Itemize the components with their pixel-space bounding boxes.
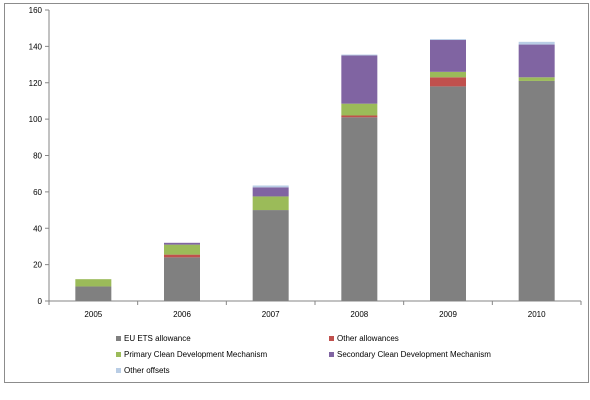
bar-segment-1-2010	[518, 80, 555, 302]
tick-labels: 0 20 40 60 80 100 120 140 160 2005 2006 2007 2008 200…	[29, 6, 546, 319]
bar-segment-3-2007	[252, 196, 289, 211]
x-tick-label: 2008	[350, 310, 368, 319]
axes	[45, 9, 582, 305]
chart-frame	[4, 3, 589, 383]
x-tick-label: 2006	[173, 310, 191, 319]
bar-segment-1-2006	[164, 257, 200, 301]
bar-segment-5-2010	[518, 41, 555, 45]
x-tick-label: 2009	[439, 310, 457, 319]
bar-segment-1-2009	[430, 86, 466, 301]
bar-segment-3-2005	[75, 279, 112, 287]
bar-segment-5-2008	[341, 54, 378, 56]
bar-segment-3-2006	[164, 244, 200, 255]
y-tick-label: 0	[38, 297, 43, 306]
bar-segment-4-2006	[164, 242, 200, 245]
bar-segment-3-2009	[430, 71, 466, 78]
bar-segment-4-2008	[341, 55, 378, 104]
bars	[75, 39, 555, 302]
bar-segment-4-2007	[252, 187, 289, 197]
bar-segment-3-2008	[341, 103, 378, 116]
y-tick-label: 100	[29, 115, 43, 124]
bar-segment-1-2007	[252, 210, 289, 301]
bar-segment-1-2008	[341, 117, 378, 302]
bar-segment-5-2009	[430, 39, 466, 41]
y-tick-label: 60	[33, 188, 42, 197]
x-tick-label: 2005	[84, 310, 102, 319]
x-tick-label: 2007	[262, 310, 280, 319]
bar-segment-3-2010	[518, 77, 555, 81]
y-tick-label: 160	[29, 6, 43, 15]
bar-segment-2-2009	[430, 77, 466, 87]
y-tick-label: 120	[29, 79, 43, 88]
bar-segment-2-2008	[341, 115, 378, 118]
y-tick-label: 40	[33, 224, 42, 233]
x-tick-label: 2010	[528, 310, 546, 319]
y-tick-label: 20	[33, 261, 42, 270]
bar-segment-4-2009	[430, 40, 466, 72]
y-tick-label: 140	[29, 42, 43, 51]
bar-segment-4-2010	[518, 44, 555, 78]
y-tick-label: 80	[33, 152, 42, 161]
bar-segment-1-2005	[75, 286, 112, 301]
bar-segment-5-2007	[252, 185, 289, 188]
bar-segment-2-2006	[164, 254, 200, 258]
